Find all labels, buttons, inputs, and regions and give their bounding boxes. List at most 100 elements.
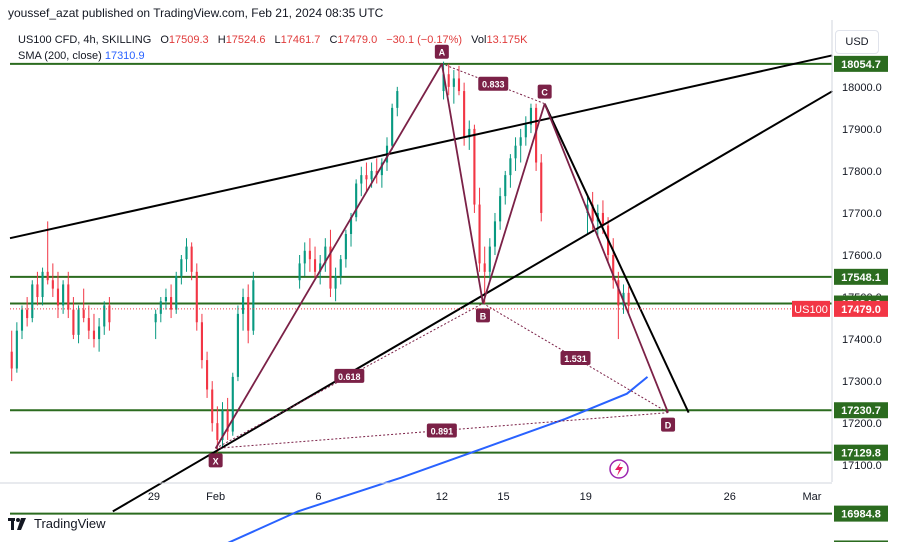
candle[interactable] [529, 103, 533, 134]
candle[interactable] [360, 166, 363, 197]
price-level-tag[interactable]: 18054.7 [834, 55, 888, 72]
candle[interactable] [67, 271, 70, 319]
candle[interactable] [509, 154, 512, 188]
candle[interactable] [41, 267, 44, 306]
candle[interactable] [51, 263, 54, 298]
candle[interactable] [463, 82, 466, 146]
candle[interactable] [478, 187, 481, 272]
candle[interactable] [355, 179, 358, 222]
candle[interactable] [524, 116, 527, 146]
candle[interactable] [236, 305, 239, 382]
candle[interactable] [154, 309, 157, 340]
last-price-tag[interactable]: US100 17479.0 [10, 300, 888, 317]
candle[interactable] [36, 271, 39, 306]
trendline[interactable] [543, 103, 690, 414]
candle[interactable] [108, 297, 111, 331]
candle[interactable] [334, 267, 337, 302]
price-level-tag[interactable]: 17129.8 [834, 444, 888, 461]
candle[interactable] [175, 271, 178, 314]
pattern-leg[interactable] [543, 103, 669, 413]
candle[interactable] [596, 204, 599, 239]
symbol-label[interactable]: US100 CFD, 4h, SKILLING [18, 34, 152, 46]
candle[interactable] [586, 196, 589, 234]
candle[interactable] [241, 288, 245, 331]
candle[interactable] [216, 406, 219, 453]
candle[interactable] [622, 284, 625, 314]
candle[interactable] [540, 154, 543, 222]
candle[interactable] [170, 284, 173, 319]
candle[interactable] [612, 238, 615, 289]
candle[interactable] [226, 397, 229, 440]
candle[interactable] [535, 103, 538, 171]
candle[interactable] [211, 381, 214, 432]
candle[interactable] [483, 246, 486, 304]
candle[interactable] [499, 187, 502, 230]
candle[interactable] [519, 128, 522, 163]
candle[interactable] [601, 200, 604, 234]
candle[interactable] [180, 255, 183, 285]
price-level-tag[interactable]: 16984.8 [834, 505, 888, 522]
candle[interactable] [457, 65, 461, 96]
candle[interactable] [452, 70, 455, 104]
candle[interactable] [82, 288, 85, 323]
candle[interactable] [77, 305, 80, 344]
candle[interactable] [375, 158, 378, 184]
candle[interactable] [56, 271, 60, 319]
sma-line[interactable] [195, 376, 649, 542]
candle[interactable] [103, 301, 106, 335]
candle[interactable] [504, 170, 507, 205]
candle[interactable] [514, 137, 517, 171]
candle[interactable] [252, 271, 255, 335]
candle[interactable] [26, 297, 29, 327]
candle[interactable] [391, 103, 394, 150]
candle[interactable] [493, 212, 497, 255]
candle[interactable] [329, 229, 332, 298]
currency-button[interactable]: USD [835, 30, 879, 54]
price-level-tag[interactable]: 17484.6 [834, 295, 888, 312]
candle[interactable] [473, 124, 476, 213]
candle[interactable] [185, 238, 188, 272]
candle[interactable] [365, 162, 368, 192]
candle[interactable] [87, 305, 90, 340]
candle[interactable] [31, 280, 34, 323]
candle[interactable] [380, 158, 383, 188]
candle[interactable] [221, 402, 224, 449]
candle[interactable] [349, 212, 353, 247]
candle[interactable] [159, 297, 162, 323]
candle[interactable] [627, 286, 630, 314]
candle[interactable] [339, 255, 342, 285]
pattern-leg[interactable] [482, 103, 546, 304]
candle[interactable] [92, 313, 96, 348]
pattern-leg[interactable] [440, 63, 484, 304]
candle[interactable] [308, 238, 311, 272]
candle[interactable] [206, 351, 209, 398]
price-level-tag[interactable]: 17230.7 [834, 402, 888, 419]
trendline[interactable] [112, 90, 834, 513]
candle[interactable] [324, 238, 327, 272]
candle[interactable] [303, 242, 306, 277]
candle[interactable] [20, 305, 24, 340]
candle[interactable] [231, 372, 234, 436]
candle[interactable] [200, 313, 203, 369]
candle[interactable] [385, 137, 389, 171]
tradingview-logo-icon[interactable] [8, 517, 28, 530]
candle[interactable] [98, 318, 101, 352]
sma-label[interactable]: SMA (200, close) [18, 50, 102, 62]
candle[interactable] [46, 221, 49, 285]
trendline[interactable] [9, 54, 833, 240]
candle[interactable] [10, 330, 13, 382]
pattern-leg[interactable] [214, 63, 443, 449]
candle[interactable] [591, 191, 594, 230]
candle[interactable] [72, 297, 75, 340]
candle[interactable] [164, 288, 168, 310]
candle[interactable] [607, 217, 610, 264]
candle[interactable] [447, 63, 450, 96]
candle[interactable] [370, 162, 373, 188]
candle[interactable] [15, 322, 18, 373]
candle[interactable] [468, 120, 471, 150]
candle[interactable] [190, 242, 193, 281]
candle[interactable] [344, 229, 347, 268]
candle[interactable] [247, 284, 250, 344]
candle[interactable] [617, 271, 620, 340]
candle[interactable] [62, 280, 65, 314]
